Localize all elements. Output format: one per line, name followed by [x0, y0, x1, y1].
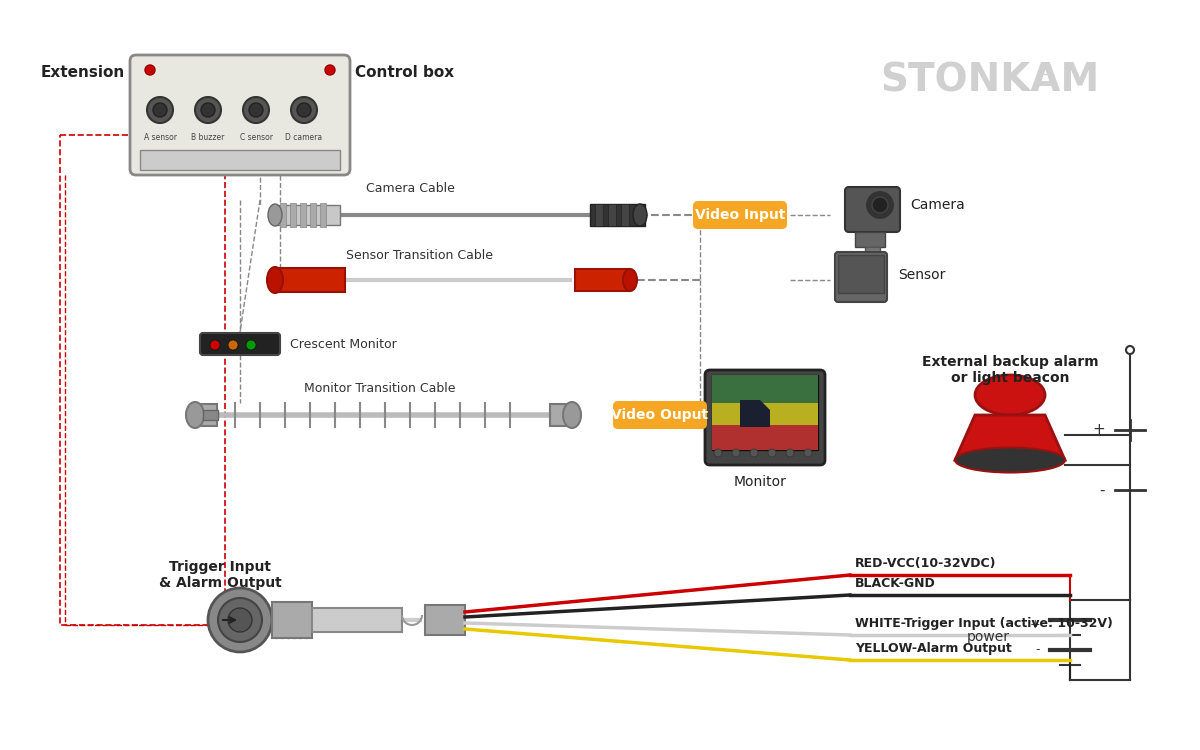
Bar: [280, 203, 286, 227]
Text: D camera: D camera: [286, 133, 323, 142]
Text: +: +: [1030, 619, 1040, 632]
Text: Sensor: Sensor: [898, 268, 946, 282]
Ellipse shape: [974, 375, 1045, 415]
Text: Sensor Transition Cable: Sensor Transition Cable: [347, 249, 493, 262]
Circle shape: [768, 449, 776, 457]
Text: RED-VCC(10-32VDC): RED-VCC(10-32VDC): [854, 557, 996, 570]
Ellipse shape: [268, 204, 282, 226]
Circle shape: [1126, 346, 1134, 354]
Circle shape: [194, 97, 221, 123]
Bar: [712, 375, 818, 403]
Text: Camera Cable: Camera Cable: [366, 182, 455, 195]
Text: Control box: Control box: [355, 65, 454, 80]
Text: Trigger Input
& Alarm Output: Trigger Input & Alarm Output: [158, 560, 281, 590]
FancyBboxPatch shape: [835, 252, 887, 302]
Circle shape: [250, 103, 263, 117]
Bar: [275, 268, 346, 292]
Text: power: power: [967, 630, 1010, 644]
Text: External backup alarm
or light beacon: External backup alarm or light beacon: [922, 355, 1098, 386]
Bar: [622, 204, 629, 226]
Circle shape: [218, 598, 262, 642]
Bar: [608, 204, 616, 226]
Circle shape: [148, 97, 173, 123]
Circle shape: [154, 103, 167, 117]
Text: YELLOW-Alarm Output: YELLOW-Alarm Output: [854, 642, 1012, 655]
FancyBboxPatch shape: [845, 187, 900, 232]
Circle shape: [872, 197, 888, 213]
Circle shape: [208, 588, 272, 652]
Bar: [60, 135, 226, 625]
Bar: [865, 247, 880, 255]
Bar: [838, 255, 884, 293]
Ellipse shape: [266, 267, 283, 293]
Bar: [290, 203, 296, 227]
Circle shape: [325, 65, 335, 75]
Circle shape: [292, 97, 317, 123]
Bar: [275, 205, 340, 225]
Bar: [310, 203, 316, 227]
Bar: [595, 204, 604, 226]
Circle shape: [804, 449, 812, 457]
Text: WHITE-Trigger Input (active: 10-32V): WHITE-Trigger Input (active: 10-32V): [854, 617, 1112, 630]
Text: +: +: [1092, 422, 1105, 437]
Bar: [272, 602, 312, 638]
Bar: [312, 608, 402, 632]
Polygon shape: [955, 415, 1066, 460]
Circle shape: [242, 97, 269, 123]
Text: Video Input: Video Input: [695, 208, 785, 222]
Text: STONKAM: STONKAM: [881, 61, 1099, 99]
Circle shape: [865, 190, 895, 220]
Text: B buzzer: B buzzer: [191, 133, 224, 142]
Circle shape: [750, 449, 758, 457]
Text: Monitor Transition Cable: Monitor Transition Cable: [305, 382, 456, 395]
Circle shape: [786, 449, 794, 457]
Circle shape: [210, 340, 220, 350]
Circle shape: [145, 65, 155, 75]
FancyBboxPatch shape: [706, 370, 826, 465]
Bar: [590, 204, 646, 226]
Text: -: -: [1036, 644, 1040, 656]
FancyBboxPatch shape: [200, 333, 280, 355]
Circle shape: [246, 340, 256, 350]
Circle shape: [228, 340, 238, 350]
Text: Monitor: Monitor: [733, 475, 786, 489]
Bar: [140, 150, 340, 170]
Bar: [550, 404, 572, 426]
Ellipse shape: [623, 269, 637, 291]
Circle shape: [298, 103, 311, 117]
Bar: [203, 410, 218, 420]
Bar: [320, 203, 326, 227]
Circle shape: [228, 608, 252, 632]
Ellipse shape: [634, 204, 647, 226]
Bar: [194, 404, 217, 426]
Text: Camera: Camera: [910, 198, 965, 212]
Bar: [425, 605, 466, 635]
Text: A sensor: A sensor: [144, 133, 176, 142]
Bar: [575, 269, 630, 291]
FancyBboxPatch shape: [613, 401, 707, 429]
Text: BLACK-GND: BLACK-GND: [854, 577, 936, 590]
Text: Extension: Extension: [41, 65, 125, 80]
Text: Crescent Monitor: Crescent Monitor: [290, 338, 397, 352]
FancyBboxPatch shape: [694, 201, 787, 229]
Circle shape: [732, 449, 740, 457]
Bar: [854, 232, 886, 247]
Circle shape: [202, 103, 215, 117]
Bar: [300, 203, 306, 227]
FancyBboxPatch shape: [130, 55, 350, 175]
Text: Video Ouput: Video Ouput: [612, 408, 708, 422]
Text: ®: ®: [1037, 62, 1052, 77]
Bar: [712, 403, 818, 425]
Bar: [712, 375, 818, 450]
Ellipse shape: [186, 402, 204, 428]
Ellipse shape: [563, 402, 581, 428]
Text: -: -: [1099, 482, 1105, 497]
Ellipse shape: [955, 448, 1066, 472]
Polygon shape: [740, 400, 770, 427]
Text: C sensor: C sensor: [240, 133, 272, 142]
Bar: [712, 425, 818, 450]
Circle shape: [714, 449, 722, 457]
